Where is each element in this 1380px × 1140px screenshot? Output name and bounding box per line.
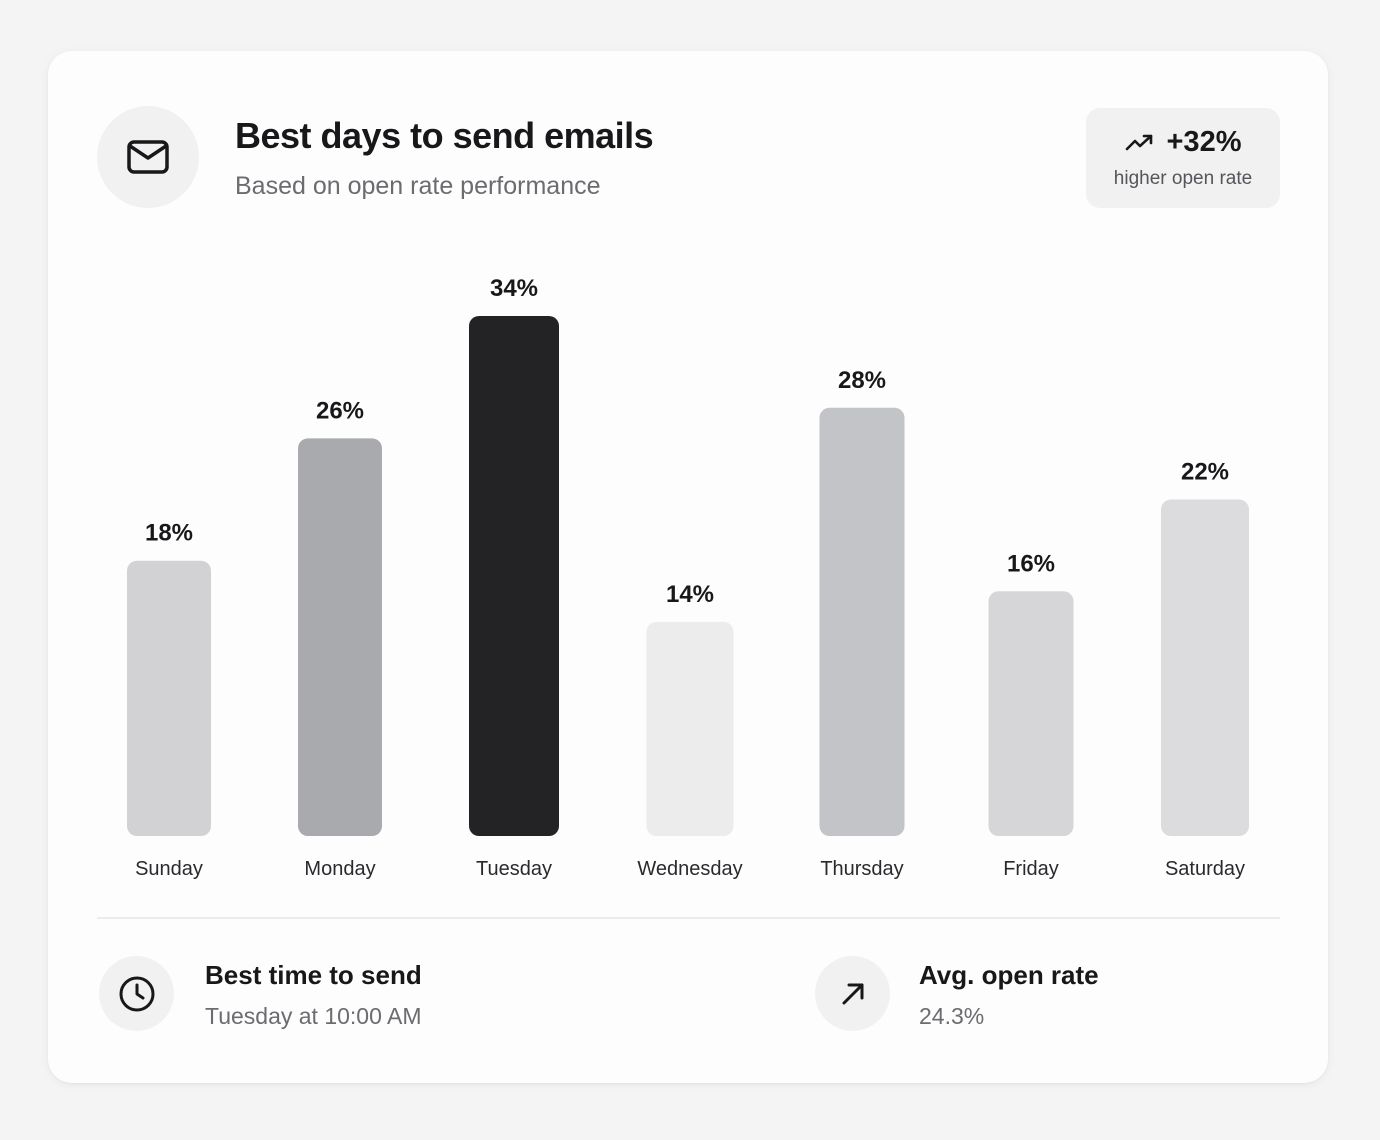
value-label-saturday: 22% [1181, 459, 1229, 486]
open-rate-bar-chart: 18% Sunday 26% Monday 34% Tuesday 14% Wednesday… [127, 275, 1249, 880]
value-label-tuesday: 34% [490, 275, 538, 302]
value-label-sunday: 18% [145, 520, 193, 547]
value-label-monday: 26% [316, 397, 364, 424]
value-label-friday: 16% [1007, 550, 1055, 577]
page-subtitle: Based on open rate performance [235, 172, 601, 200]
page-title: Best days to send emails [235, 115, 654, 156]
bar-saturday [1161, 499, 1249, 836]
clock-icon [119, 976, 154, 1011]
bar-friday [988, 591, 1074, 836]
clock-icon-circle [99, 956, 174, 1031]
best-time-title: Best time to send [205, 960, 422, 990]
day-label-thursday: Thursday [820, 858, 903, 880]
mail-icon-circle [97, 106, 199, 208]
trending-up-icon [1125, 134, 1152, 150]
badge-label: higher open rate [1113, 168, 1253, 189]
value-label-thursday: 28% [838, 367, 886, 394]
day-label-tuesday: Tuesday [476, 858, 552, 880]
bar-tuesday [469, 316, 559, 836]
open-rate-badge: +32% higher open rate [1086, 108, 1280, 208]
bar-thursday [819, 407, 905, 836]
value-label-wednesday: 14% [666, 581, 714, 608]
avg-open-rate-title: Avg. open rate [919, 960, 1099, 990]
best-time-value: Tuesday at 10:00 AM [205, 1003, 422, 1029]
day-label-saturday: Saturday [1165, 858, 1245, 880]
day-label-wednesday: Wednesday [637, 858, 742, 880]
bar-wednesday [646, 621, 734, 836]
email-send-days-card: Best days to send emails Based on open r… [48, 51, 1328, 1083]
bar-sunday [127, 560, 211, 836]
arrow-up-right-icon [842, 983, 863, 1004]
day-label-monday: Monday [304, 858, 375, 880]
divider [97, 917, 1280, 919]
day-label-sunday: Sunday [135, 858, 203, 880]
avg-open-rate-value: 24.3% [919, 1003, 985, 1029]
arrow-icon-circle [815, 956, 890, 1031]
bar-monday [298, 438, 382, 836]
mail-icon [127, 140, 169, 174]
day-label-friday: Friday [1003, 858, 1059, 880]
badge-value: +32% [1166, 126, 1242, 158]
